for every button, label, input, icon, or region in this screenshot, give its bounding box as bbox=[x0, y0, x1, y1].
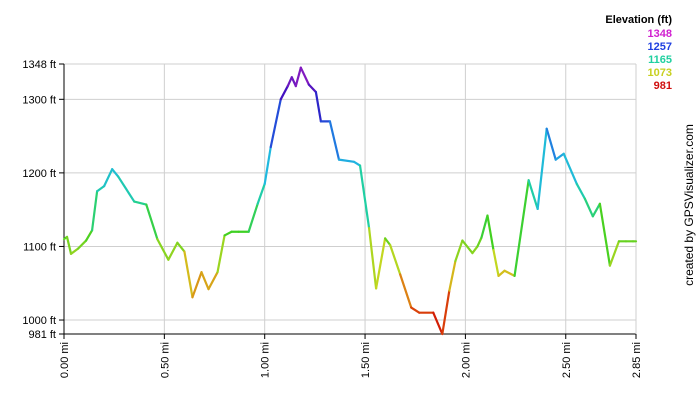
elevation-segment bbox=[399, 273, 413, 309]
elevation-segment bbox=[476, 236, 483, 248]
elevation-segment bbox=[314, 90, 322, 123]
elevation-segment bbox=[374, 237, 387, 290]
elevation-segment bbox=[294, 66, 302, 88]
elevation-segment bbox=[591, 202, 601, 218]
elevation-segment bbox=[454, 239, 464, 263]
legend-title: Elevation (ft) bbox=[605, 14, 672, 26]
elevation-segment bbox=[554, 152, 565, 161]
elevation-segment bbox=[486, 214, 495, 252]
elevation-segment bbox=[389, 243, 402, 276]
elevation-segment bbox=[111, 168, 120, 178]
elevation-segment bbox=[176, 241, 186, 253]
elevation-segment bbox=[263, 146, 272, 186]
x-tick-labels: 0.00 mi 0.50 mi 1.00 mi 1.50 mi 2.00 mi 2.50 … bbox=[59, 342, 643, 378]
elevation-segment bbox=[410, 306, 421, 314]
x-tick-label: 0.00 mi bbox=[59, 342, 71, 378]
elevation-segment bbox=[200, 271, 210, 291]
elevation-segment bbox=[117, 175, 136, 203]
elevation-segment bbox=[223, 230, 233, 237]
elevation-segment bbox=[299, 66, 310, 86]
elevation-segment bbox=[191, 271, 203, 299]
y-tick-label: 1348 ft bbox=[22, 59, 56, 71]
elevation-segment bbox=[207, 271, 219, 291]
elevation-segment bbox=[84, 229, 94, 242]
x-tick-label: 1.50 mi bbox=[360, 342, 372, 378]
y-tick-label: 1300 ft bbox=[22, 94, 56, 106]
elevation-line bbox=[62, 66, 638, 336]
elevation-segment bbox=[562, 152, 578, 186]
elevation-segment bbox=[133, 200, 148, 206]
elevation-segment bbox=[76, 239, 88, 250]
elevation-segment bbox=[527, 179, 539, 211]
elevation-segment bbox=[145, 203, 159, 241]
y-tick-labels: 981 ft 1000 ft 1100 ft 1200 ft 1300 ft 1348 f… bbox=[22, 59, 56, 341]
elevation-segment bbox=[269, 98, 282, 149]
elevation-segment bbox=[103, 168, 114, 188]
x-tick-label: 0.50 mi bbox=[159, 342, 171, 378]
elevation-segment bbox=[583, 197, 594, 218]
elevation-segment bbox=[216, 234, 226, 274]
x-tick-label: 2.50 mi bbox=[561, 342, 573, 378]
elevation-segment bbox=[432, 311, 444, 336]
elevation-segment bbox=[461, 239, 474, 255]
elevation-segment bbox=[256, 182, 266, 205]
legend: Elevation (ft) 1348 1257 1165 1073 981 bbox=[605, 14, 672, 93]
elevation-segment bbox=[608, 240, 621, 267]
elevation-segment bbox=[448, 260, 457, 292]
x-tick-label: 2.00 mi bbox=[460, 342, 472, 378]
elevation-segment bbox=[358, 164, 371, 230]
elevation-segment bbox=[69, 247, 80, 255]
elevation-segment bbox=[367, 226, 378, 290]
elevation-segment bbox=[441, 289, 451, 336]
elevation-segment bbox=[536, 127, 548, 211]
elevation-segment bbox=[328, 120, 341, 161]
legend-entry: 1257 bbox=[647, 41, 672, 53]
elevation-segment bbox=[545, 127, 557, 161]
x-tick-label: 2.85 mi bbox=[631, 342, 643, 378]
elevation-segment bbox=[247, 202, 259, 233]
axes bbox=[59, 63, 637, 339]
elevation-segment bbox=[513, 179, 530, 277]
elevation-segment bbox=[497, 269, 506, 277]
elevation-segment bbox=[90, 190, 99, 232]
elevation-segment bbox=[352, 160, 362, 167]
credit-text: created by GPSVisualizer.com bbox=[682, 124, 696, 286]
legend-entry: 1165 bbox=[648, 54, 672, 66]
legend-entry: 1348 bbox=[647, 28, 672, 40]
elevation-segment bbox=[337, 158, 356, 163]
y-tick-label: 981 ft bbox=[28, 329, 56, 341]
elevation-segment bbox=[65, 235, 73, 255]
elevation-segment bbox=[384, 237, 392, 247]
elevation-segment bbox=[492, 249, 500, 277]
elevation-segment bbox=[156, 237, 170, 261]
y-tick-label: 1000 ft bbox=[22, 315, 56, 327]
legend-entry: 1073 bbox=[647, 67, 672, 79]
elevation-segment bbox=[503, 269, 516, 277]
elevation-segment bbox=[471, 245, 479, 255]
elevation-segment bbox=[575, 182, 586, 200]
elevation-segment bbox=[96, 185, 106, 193]
elevation-segment bbox=[286, 76, 293, 88]
elevation-segment bbox=[279, 84, 289, 101]
elevation-segment bbox=[307, 83, 317, 94]
elevation-segment bbox=[183, 250, 194, 299]
elevation-segment bbox=[167, 241, 179, 261]
legend-entry: 981 bbox=[653, 80, 672, 92]
elevation-segment bbox=[480, 214, 489, 239]
x-tick-label: 1.00 mi bbox=[260, 342, 272, 378]
elevation-segment bbox=[598, 202, 612, 267]
y-tick-label: 1100 ft bbox=[23, 241, 56, 253]
y-tick-label: 1200 ft bbox=[22, 168, 56, 180]
